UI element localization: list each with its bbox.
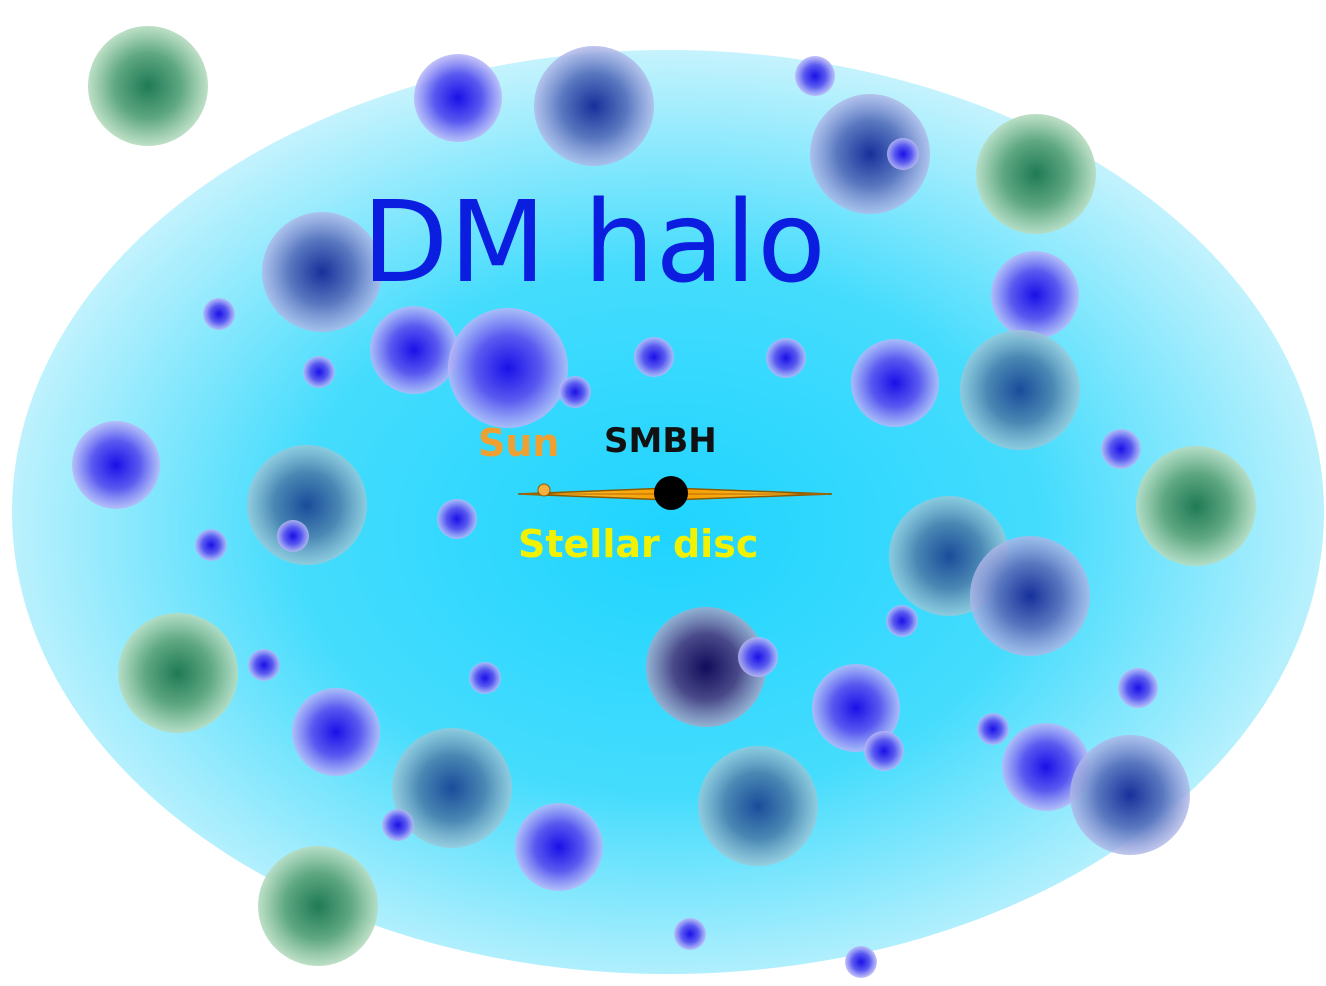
subhalo (534, 46, 654, 166)
subhalo (515, 803, 603, 891)
subhalo (960, 330, 1080, 450)
subhalo (634, 337, 674, 377)
subhalo (845, 946, 877, 978)
subhalo (195, 529, 227, 561)
subhalo (370, 306, 458, 394)
subhalo (887, 138, 919, 170)
subhalo (88, 26, 208, 146)
subhalo (864, 731, 904, 771)
subhalo (437, 499, 477, 539)
subhalo (118, 613, 238, 733)
subhalo (795, 56, 835, 96)
galaxy (517, 476, 833, 510)
subhalo (1002, 723, 1090, 811)
subhalo (258, 846, 378, 966)
subhalo (886, 605, 918, 637)
subhalo (1070, 735, 1190, 855)
subhalo (646, 607, 766, 727)
subhalo (976, 114, 1096, 234)
subhalo (1118, 668, 1158, 708)
smbh-marker (654, 476, 688, 510)
subhalo (414, 54, 502, 142)
subhalo (812, 664, 900, 752)
subhalo (292, 688, 380, 776)
subhalo-group (72, 26, 1256, 978)
subhalo (738, 637, 778, 677)
subhalo (559, 376, 591, 408)
subhalo (851, 339, 939, 427)
sun-marker (537, 483, 551, 497)
subhalo (766, 338, 806, 378)
subhalo (698, 746, 818, 866)
subhalo (1136, 446, 1256, 566)
stellar-disc-label: Stellar disc (518, 522, 759, 566)
subhalo (970, 536, 1090, 656)
subhalo (1101, 429, 1141, 469)
diagram-title: DM halo (362, 178, 827, 308)
subhalo (248, 649, 280, 681)
subhalo (392, 728, 512, 848)
subhalo (469, 662, 501, 694)
subhalo (977, 713, 1009, 745)
subhalo (72, 421, 160, 509)
subhalo (303, 356, 335, 388)
smbh-label: SMBH (604, 421, 717, 461)
subhalo (262, 212, 382, 332)
subhalo (247, 445, 367, 565)
subhalo (991, 251, 1079, 339)
subhalo (810, 94, 930, 214)
subhalo (674, 918, 706, 950)
sun-label: Sun (478, 421, 560, 465)
subhalo (448, 308, 568, 428)
subhalo (382, 809, 414, 841)
subhalo (277, 520, 309, 552)
subhalo (203, 298, 235, 330)
